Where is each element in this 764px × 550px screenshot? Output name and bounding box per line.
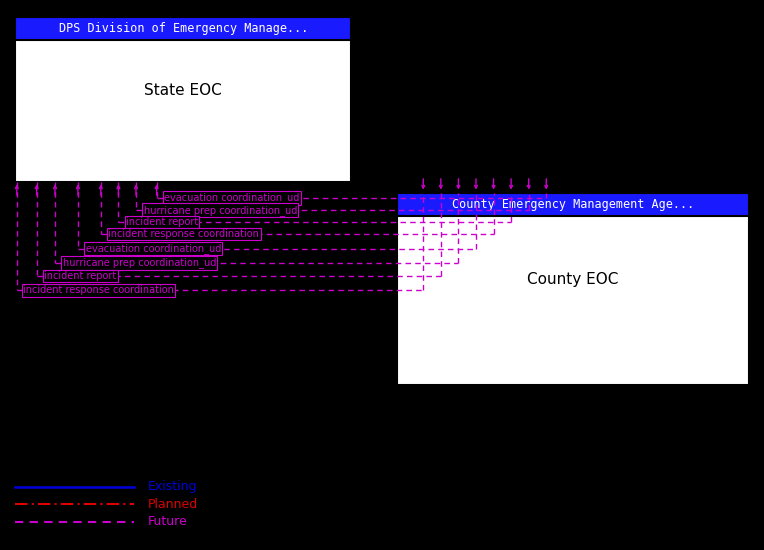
Text: incident response coordination: incident response coordination (108, 229, 259, 239)
Text: Planned: Planned (147, 498, 198, 511)
Text: incident report: incident report (126, 217, 199, 227)
Text: County EOC: County EOC (527, 272, 619, 287)
Text: evacuation coordination_ud: evacuation coordination_ud (164, 192, 299, 204)
Bar (397, 192, 749, 216)
Bar (397, 192, 749, 385)
Text: Future: Future (147, 515, 187, 529)
Bar (15, 16, 351, 40)
Text: County Emergency Management Age...: County Emergency Management Age... (452, 197, 694, 211)
Text: DPS Division of Emergency Manage...: DPS Division of Emergency Manage... (59, 21, 308, 35)
Text: hurricane prep coordination_ud: hurricane prep coordination_ud (63, 257, 216, 268)
Bar (15, 16, 351, 182)
Text: hurricane prep coordination_ud: hurricane prep coordination_ud (144, 205, 297, 216)
Text: State EOC: State EOC (144, 83, 222, 98)
Text: evacuation coordination_ud: evacuation coordination_ud (86, 243, 221, 254)
Text: Existing: Existing (147, 480, 197, 493)
Text: incident response coordination: incident response coordination (23, 285, 173, 295)
Text: incident report: incident report (44, 271, 117, 281)
